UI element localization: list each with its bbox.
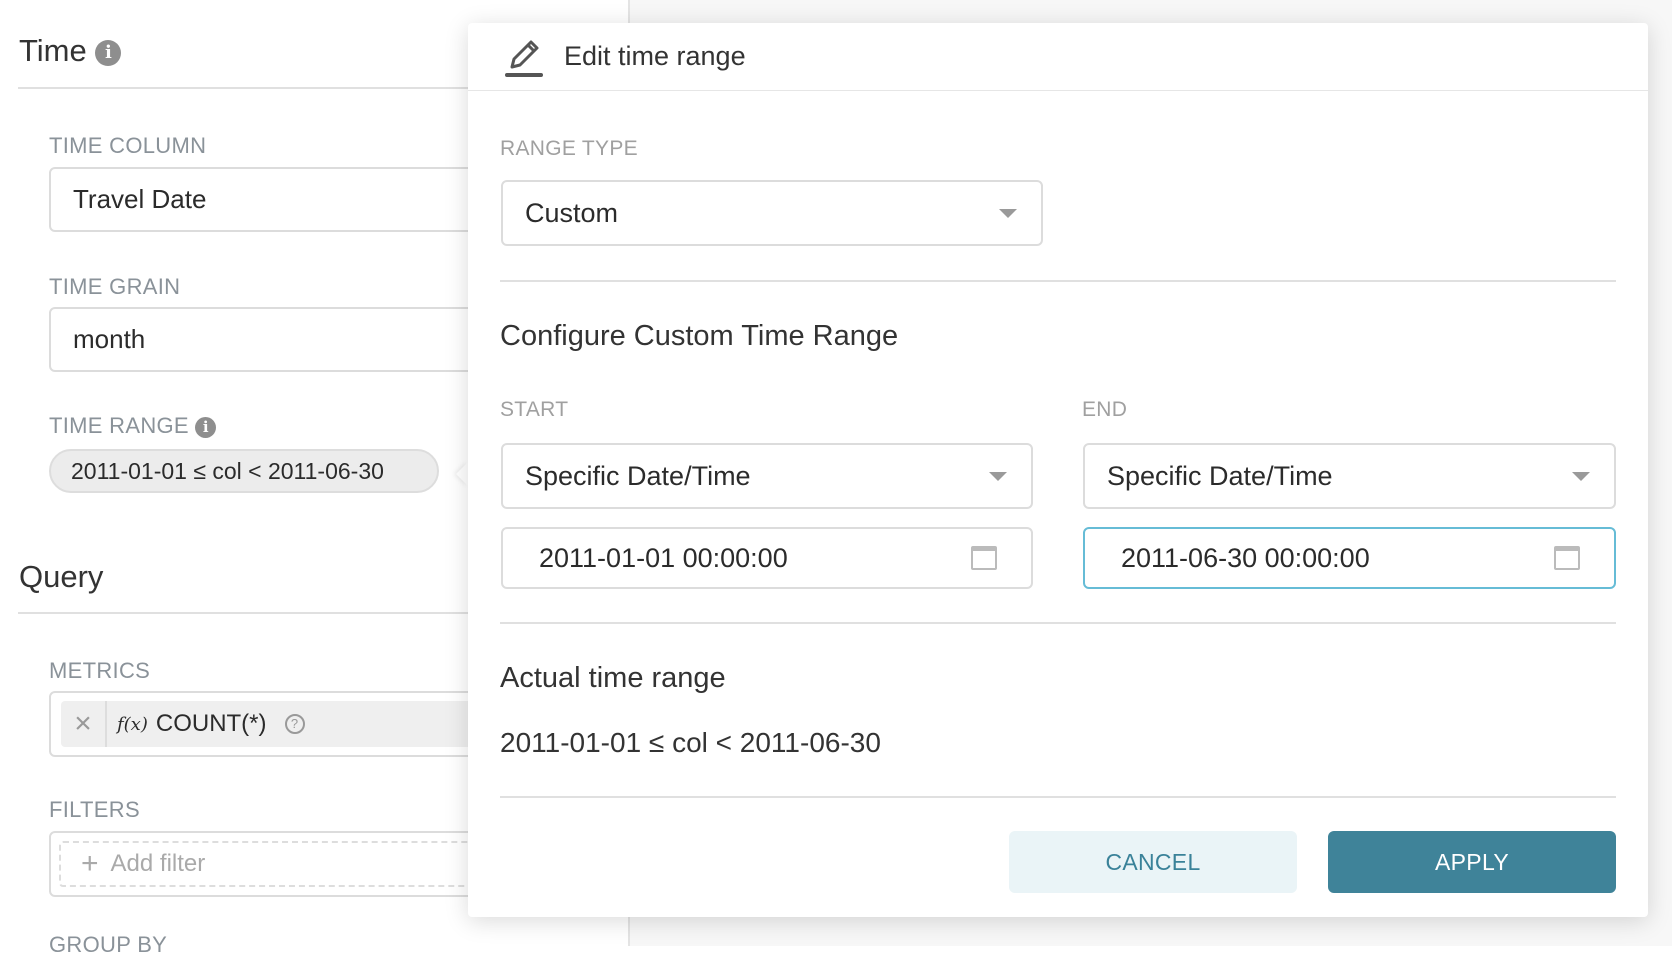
divider <box>500 280 1616 282</box>
info-icon[interactable]: i <box>195 416 217 438</box>
divider <box>500 622 1616 624</box>
filters-field: + Add filter <box>49 831 489 897</box>
chevron-down-icon <box>1572 472 1590 481</box>
end-date-input[interactable]: 2011-06-30 00:00:00 <box>1083 527 1616 589</box>
time-grain-select[interactable]: month <box>49 307 489 372</box>
filters-label: FILTERS <box>49 797 140 822</box>
chevron-down-icon <box>989 472 1007 481</box>
pencil-icon <box>505 40 543 77</box>
remove-metric-icon[interactable]: × <box>61 701 107 747</box>
actual-range-heading: Actual time range <box>500 662 726 694</box>
help-icon[interactable]: ? <box>284 714 305 734</box>
divider <box>18 612 468 614</box>
metrics-field[interactable]: × f(x) COUNT(*) ? <box>49 691 489 757</box>
divider <box>500 796 1616 798</box>
time-range-pill[interactable]: 2011-01-01 ≤ col < 2011-06-30 <box>49 449 439 493</box>
edit-time-range-popover: Edit time range RANGE TYPE Custom Config… <box>468 23 1648 917</box>
calendar-icon[interactable] <box>1554 546 1580 570</box>
range-type-label: RANGE TYPE <box>500 137 638 160</box>
chevron-down-icon <box>999 209 1017 218</box>
query-section-title: Query <box>19 559 104 594</box>
divider <box>468 90 1648 91</box>
add-filter-button[interactable]: + Add filter <box>59 841 483 887</box>
start-mode-select[interactable]: Specific Date/Time <box>501 443 1033 509</box>
info-icon[interactable]: i <box>95 39 122 66</box>
metric-name: COUNT(*) <box>155 710 267 737</box>
actual-range-value: 2011-01-01 ≤ col < 2011-06-30 <box>500 727 881 758</box>
calendar-icon[interactable] <box>971 546 997 570</box>
metrics-label: METRICS <box>49 658 151 683</box>
start-date-input[interactable]: 2011-01-01 00:00:00 <box>501 527 1033 589</box>
start-label: START <box>500 398 569 421</box>
metric-tag: × f(x) COUNT(*) ? <box>61 701 481 747</box>
time-column-select[interactable]: Travel Date <box>49 167 489 232</box>
cancel-button[interactable]: CANCEL <box>1009 831 1297 893</box>
time-range-label: TIME RANGE i <box>49 413 217 439</box>
plus-icon: + <box>81 847 99 880</box>
divider <box>18 87 468 89</box>
function-icon: f(x) <box>117 713 148 735</box>
group-by-label: GROUP BY <box>49 932 168 957</box>
end-mode-select[interactable]: Specific Date/Time <box>1083 443 1616 509</box>
time-section-title: Time i <box>19 33 122 69</box>
end-label: END <box>1082 398 1128 421</box>
time-column-label: TIME COLUMN <box>49 133 207 158</box>
apply-button[interactable]: APPLY <box>1328 831 1616 893</box>
popover-title: Edit time range <box>564 41 746 71</box>
range-type-select[interactable]: Custom <box>501 180 1043 246</box>
time-grain-label: TIME GRAIN <box>49 274 181 299</box>
custom-range-heading: Configure Custom Time Range <box>500 320 899 352</box>
popover-arrow <box>456 462 468 486</box>
